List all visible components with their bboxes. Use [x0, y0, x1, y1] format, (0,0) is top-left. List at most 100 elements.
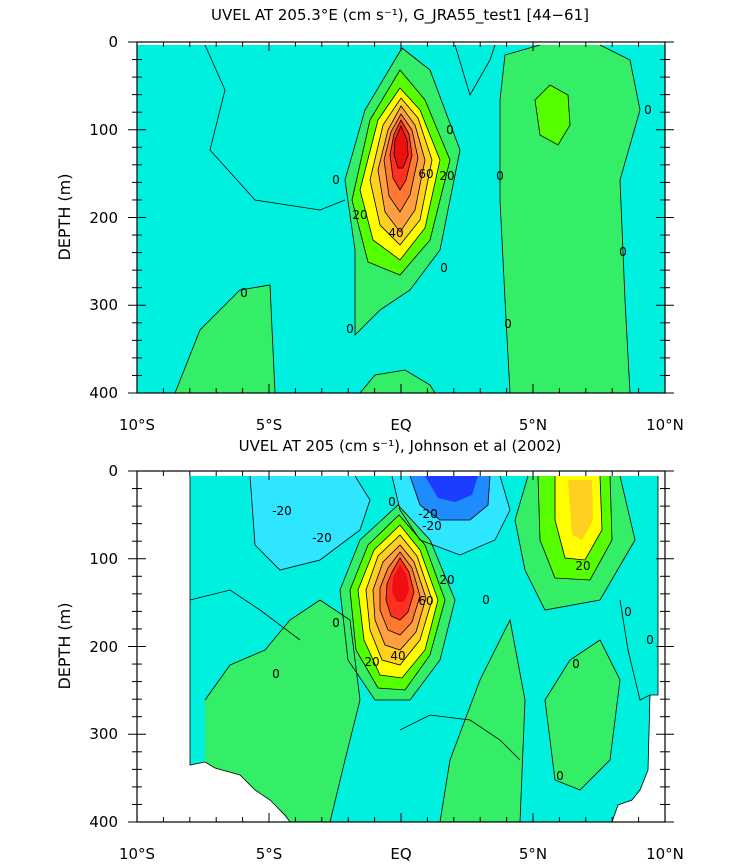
bottom-contour-line: [379, 551, 421, 636]
bottom-contour-line: [544, 639, 621, 791]
top-contour-line: [534, 84, 571, 146]
contour-label: 0: [240, 286, 248, 300]
contour-label: 0: [504, 317, 512, 331]
bottom-contour-line: [399, 714, 521, 761]
top-axis-ticks: [128, 41, 674, 394]
bottom-x-tick-label: 10°S: [119, 845, 155, 863]
bottom-contour-line: [619, 599, 651, 701]
contour-label: 0: [619, 245, 627, 259]
contour-label: 0: [646, 633, 654, 647]
top-x-tick-label: 5°S: [256, 416, 283, 434]
contour-label: 0: [388, 495, 396, 509]
top-contour-line: [383, 113, 419, 213]
bottom-contour-field: [137, 471, 665, 822]
bottom-y-axis-label: DEPTH (m): [55, 602, 74, 689]
top-y-tick-label: 400: [89, 384, 118, 402]
top-region-north-core: [535, 85, 570, 145]
top-contour-line: [389, 119, 413, 191]
bottom-contour-line: [385, 557, 415, 621]
bottom-chart-title: UVEL AT 205 (cm s⁻¹), Johnson et al (200…: [239, 437, 562, 455]
bottom-euc-level-7: [392, 564, 409, 602]
top-contour-line: [204, 44, 346, 211]
top-contour-line: [351, 69, 451, 276]
top-contour-labels: 0 0 0 0 0 0 0 0 0 20 20 40 60: [240, 103, 652, 336]
top-x-tick-label: 10°N: [646, 416, 684, 434]
top-x-tick-label: 5°N: [519, 416, 547, 434]
contour-label: 0: [446, 123, 454, 137]
contour-label: 20: [352, 208, 367, 222]
contour-label: 40: [388, 226, 403, 240]
top-region-south-deep: [175, 285, 275, 393]
bottom-region-lower-band: [205, 600, 360, 822]
bottom-y-tick-label: 100: [89, 550, 118, 568]
contour-label: 0: [332, 173, 340, 187]
contour-label: 0: [332, 616, 340, 630]
contour-label: 20: [439, 573, 454, 587]
top-contour-line: [174, 284, 276, 393]
top-contour-line: [344, 47, 461, 336]
top-contour-line: [369, 97, 433, 246]
contour-label: 0: [272, 667, 280, 681]
bottom-contour-line: [365, 534, 433, 666]
top-contour-line: [377, 105, 426, 233]
bottom-contour-line: [409, 475, 491, 521]
top-euc-level-7: [394, 126, 408, 168]
contour-label: 0: [556, 769, 564, 783]
bottom-x-tick-label: EQ: [390, 845, 411, 863]
bottom-contour-line: [189, 476, 291, 822]
bottom-contour-line: [537, 475, 613, 581]
bottom-contour-line: [439, 618, 526, 822]
contour-label: 0: [624, 605, 632, 619]
contour-label: 0: [496, 169, 504, 183]
top-contour-line: [454, 44, 496, 97]
bottom-region-mid-lower: [545, 640, 620, 790]
top-y-axis-label: DEPTH (m): [55, 173, 74, 260]
bottom-x-tick-label: 5°S: [256, 845, 283, 863]
bottom-contour-line: [349, 514, 446, 691]
contour-label: 40: [390, 649, 405, 663]
contour-label: 0: [482, 593, 490, 607]
top-y-tick-label: 200: [89, 209, 118, 227]
top-x-tick-label: 10°S: [119, 416, 155, 434]
top-region-north-positive: [500, 45, 640, 393]
bottom-y-tick-label: 200: [89, 638, 118, 656]
bottom-region-south-negative: [250, 476, 370, 570]
contour-label: 60: [418, 594, 433, 608]
bottom-contour-line: [372, 544, 427, 651]
bottom-contour-line: [514, 475, 636, 611]
bottom-contour-line: [611, 476, 659, 822]
bottom-y-tick-label: 400: [89, 813, 118, 831]
contour-label: 20: [575, 559, 590, 573]
bottom-contour-line: [249, 475, 371, 571]
top-contour-field: [137, 42, 665, 393]
top-x-tick-label: EQ: [390, 416, 411, 434]
top-chart-title: UVEL AT 205.3°E (cm s⁻¹), G_JRA55_test1 …: [211, 6, 589, 25]
top-contour-line: [359, 87, 441, 261]
bottom-x-tick-label: 10°N: [646, 845, 684, 863]
contour-label: 20: [439, 169, 454, 183]
top-y-tick-label: 0: [108, 33, 118, 51]
top-y-tick-label: 300: [89, 296, 118, 314]
top-contour-line: [499, 44, 541, 393]
bottom-region-north-negative-core: [425, 476, 478, 502]
bottom-contour-line: [339, 504, 456, 701]
bottom-axis-ticks: [128, 470, 674, 823]
contour-label: 60: [418, 167, 433, 181]
bottom-y-tick-label: 0: [108, 462, 118, 480]
bottom-contour-labels: -20 -20 0 -20 -20 20 60 40 20 0 20 0 0 0…: [272, 495, 654, 783]
bottom-contour-line: [204, 599, 361, 822]
bottom-region-equatorial-lower: [440, 620, 525, 822]
contour-label: 0: [572, 657, 580, 671]
bottom-contour-line: [189, 589, 301, 641]
bottom-contour-line: [554, 475, 603, 561]
contour-label: -20: [422, 519, 442, 533]
contour-label: -20: [312, 531, 332, 545]
top-y-tick-label: 100: [89, 121, 118, 139]
top-region-bottom-center: [360, 370, 435, 393]
bottom-contour-line: [357, 524, 439, 679]
bottom-x-tick-label: 5°N: [519, 845, 547, 863]
top-contour-line: [393, 124, 409, 169]
bottom-contour-line: [391, 475, 511, 556]
contour-label: -20: [418, 507, 438, 521]
